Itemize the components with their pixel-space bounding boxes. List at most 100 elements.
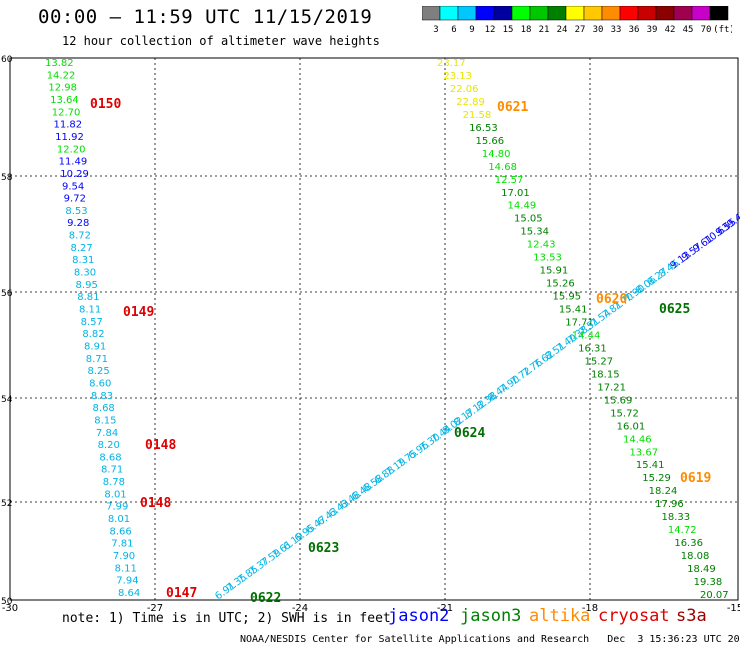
swh-value: 8.66 — [110, 526, 132, 537]
swh-value: 8.57 — [81, 317, 103, 328]
swh-value: 15.91 — [540, 266, 569, 277]
scale-label: 42 — [665, 25, 676, 35]
x-tick-label: -24 — [292, 603, 308, 614]
swh-value: 16.31 — [578, 343, 607, 354]
swh-value: 8.31 — [72, 255, 94, 266]
swh-value: 14.80 — [482, 149, 511, 160]
swh-value: 8.01 — [104, 489, 126, 500]
swh-value: 8.15 — [94, 415, 116, 426]
scale-label: (ft) — [713, 25, 732, 35]
swh-value: 16.01 — [617, 421, 646, 432]
swh-value: 8.60 — [89, 378, 111, 389]
swh-value: 17.01 — [501, 188, 530, 199]
footer-note: note: 1) Time is in UTC; 2) SWH is in fe… — [62, 611, 391, 626]
swh-value: 18.49 — [687, 564, 716, 575]
scale-label: 21 — [539, 25, 550, 35]
swh-value: 18.15 — [591, 369, 620, 380]
swh-value: 7.94 — [116, 576, 138, 587]
track-id-label: 0624 — [454, 426, 485, 441]
track-id-label: 0148 — [145, 438, 176, 453]
swh-value: 8.01 — [108, 514, 130, 525]
y-tick-label: 54 — [1, 395, 13, 405]
credit-line: NOAA/NESDIS Center for Satellite Applica… — [240, 634, 740, 645]
scale-label: 36 — [629, 25, 640, 35]
track-id-label: 0148 — [140, 496, 171, 511]
x-tick-label: -30 — [2, 603, 18, 614]
swh-value: 8.11 — [79, 305, 101, 316]
swh-value: 8.68 — [93, 403, 115, 414]
swh-value: 7.90 — [113, 551, 135, 562]
y-tick-label: 56 — [1, 289, 13, 299]
swh-value: 23.13 — [443, 71, 472, 82]
swh-value: 8.11 — [115, 563, 137, 574]
track-id-label: 0623 — [308, 541, 339, 556]
plot-frame — [9, 57, 739, 601]
legend-s3a: s3a — [676, 606, 707, 626]
swh-value: 15.95 — [552, 292, 581, 303]
map-title: 00:00 – 11:59 UTC 11/15/2019 — [38, 6, 373, 28]
legend-jason3: jason3 — [460, 606, 522, 626]
legend-jason2: jason2 — [388, 606, 450, 626]
scale-label: 27 — [575, 25, 586, 35]
y-tick-label: 58 — [1, 173, 13, 183]
swh-value: 8.78 — [103, 477, 125, 488]
swh-value: 8.25 — [87, 366, 109, 377]
swh-value: 15.34 — [520, 227, 549, 238]
swh-value: 23.17 — [437, 58, 466, 69]
y-tick-label: 50 — [1, 597, 13, 607]
legend-cryosat: cryosat — [598, 606, 670, 626]
swh-value: 22.89 — [456, 97, 485, 108]
scale-label: 12 — [485, 25, 496, 35]
swh-value: 12.43 — [527, 240, 556, 251]
scale-label: 24 — [557, 25, 568, 35]
swh-value: 8.20 — [98, 440, 120, 451]
swh-value: 9.72 — [64, 194, 86, 205]
swh-value: 8.64 — [118, 588, 140, 599]
swh-value: 14.44 — [572, 330, 601, 341]
track-id-label: 0147 — [166, 586, 197, 601]
swh-value: 14.22 — [47, 70, 76, 81]
swh-value: 14.68 — [488, 162, 517, 173]
y-tick-label: 60 — [1, 55, 13, 65]
swh-value: 16.36 — [674, 538, 703, 549]
swh-value: 14.72 — [668, 525, 697, 536]
swh-value: 13.67 — [629, 447, 658, 458]
swh-value: 22.06 — [450, 84, 479, 95]
swh-value: 8.53 — [65, 206, 87, 217]
scale-label: 30 — [593, 25, 604, 35]
swh-value: 12.98 — [48, 83, 77, 94]
swh-value: 8.71 — [101, 465, 123, 476]
swh-value: 17.71 — [565, 318, 594, 329]
legend-altika: altika — [529, 606, 591, 626]
scale-label: 15 — [503, 25, 514, 35]
track-id-label: 0621 — [497, 100, 528, 115]
swh-value: 13.64 — [50, 95, 79, 106]
swh-value: 15.41 — [559, 305, 588, 316]
swh-value: 20.07 — [700, 590, 729, 601]
swh-value: 8.27 — [70, 243, 92, 254]
scale-label: 39 — [647, 25, 658, 35]
x-tick-label: -15 — [727, 603, 740, 614]
swh-value: 8.91 — [84, 341, 106, 352]
swh-value: 8.82 — [82, 329, 104, 340]
x-tick-label: -21 — [437, 603, 453, 614]
swh-value: 17.21 — [597, 382, 626, 393]
swh-value: 18.24 — [649, 486, 678, 497]
track-id-label: 0620 — [596, 292, 627, 307]
swh-value: 18.08 — [681, 551, 710, 562]
swh-value: 17.96 — [655, 499, 684, 510]
swh-value: 14.46 — [623, 434, 652, 445]
swh-value: 7.99 — [106, 502, 128, 513]
swh-value: 11.92 — [55, 132, 84, 143]
swh-value: 19.38 — [694, 577, 723, 588]
scale-label: 33 — [611, 25, 622, 35]
swh-value: 15.72 — [610, 408, 639, 419]
swh-value: 8.30 — [74, 268, 96, 279]
track-id-label: 0619 — [680, 471, 711, 486]
y-tick-label: 52 — [1, 499, 12, 509]
swh-value: 16.53 — [469, 123, 498, 134]
swh-value: 15.27 — [585, 356, 614, 367]
scale-label: 6 — [451, 25, 456, 35]
scale-label: 45 — [683, 25, 694, 35]
